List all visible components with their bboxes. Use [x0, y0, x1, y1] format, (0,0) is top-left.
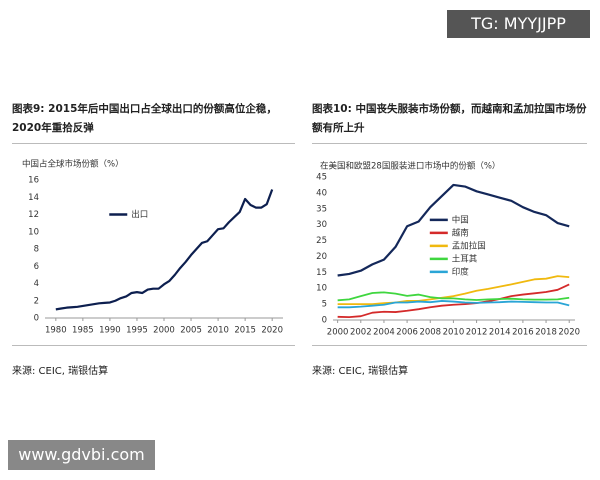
x-tick-label: 2020 — [558, 328, 580, 338]
series-line — [337, 183, 570, 277]
y-tick-label: 6 — [34, 262, 39, 272]
x-tick-label: 2014 — [489, 328, 511, 338]
x-tick-label: 2015 — [234, 326, 256, 336]
series-line — [337, 275, 570, 306]
legend-label: 孟加拉国 — [452, 240, 486, 251]
legend-label: 印度 — [452, 266, 470, 277]
chart: 在美国和欧盟28国服装进口市场中的份额（%） 0 5 10 15 20 25 30 35 40 4… — [316, 161, 580, 338]
x-tick-label: 2010 — [207, 326, 229, 336]
source-note: 来源: CEIC, 瑞银估算 — [12, 366, 109, 377]
y-tick-label: 10 — [316, 284, 327, 294]
y-tick-label: 45 — [316, 173, 327, 183]
x-tick-label: 1980 — [45, 326, 67, 336]
y-tick-label: 4 — [34, 279, 39, 289]
x-tick-label: 2000 — [153, 326, 175, 336]
legend-label: 中国 — [452, 214, 469, 225]
x-tick-label: 1995 — [126, 326, 148, 336]
x-tick-label: 2020 — [261, 326, 283, 336]
rule — [312, 143, 587, 144]
x-tick-label: 2002 — [350, 328, 372, 338]
rule — [12, 143, 295, 144]
y-tick-label: 35 — [316, 204, 327, 214]
y-tick-label: 0 — [34, 314, 39, 324]
y-tick-label: 10 — [28, 227, 39, 237]
series-line — [55, 189, 274, 311]
series-line — [337, 300, 570, 309]
figure-caption: 图表10: 中国丧失服装市场份额，而越南和孟加拉国市场份额有所上升 — [312, 103, 587, 134]
y-tick-label: 14 — [28, 193, 39, 203]
y-tick-label: 30 — [316, 220, 327, 230]
source-note: 来源: CEIC, 瑞银估算 — [312, 366, 409, 377]
x-tick-label: 2000 — [327, 328, 349, 338]
y-tick-label: 8 — [34, 245, 39, 255]
series-line — [337, 283, 570, 319]
rule — [312, 345, 587, 346]
watermark: TG: MYYJJPP — [447, 10, 590, 38]
x-tick-label: 2012 — [466, 328, 488, 338]
rule — [12, 345, 295, 346]
y-tick-label: 2 — [34, 296, 39, 306]
x-tick-label: 2006 — [396, 328, 418, 338]
x-tick-label: 2008 — [419, 328, 441, 338]
x-tick-label: 2018 — [535, 328, 557, 338]
series-line — [337, 291, 570, 302]
y-tick-label: 12 — [28, 210, 39, 220]
chart-title: 中国占全球市场份额（%） — [22, 159, 124, 170]
figure-caption: 图表9: 2015年后中国出口占全球出口的份额高位企稳，2020年重拾反弹 — [12, 103, 277, 134]
x-tick-label: 1985 — [72, 326, 94, 336]
y-tick-label: 20 — [316, 252, 327, 262]
y-tick-label: 0 — [322, 316, 327, 326]
x-tick-label: 2005 — [180, 326, 202, 336]
legend-label: 出口 — [131, 209, 148, 220]
y-tick-label: 40 — [316, 188, 327, 198]
watermark: www.gdvbi.com — [8, 440, 155, 470]
legend-label: 土耳其 — [452, 253, 478, 264]
x-tick-label: 1990 — [99, 326, 121, 336]
x-tick-label: 2010 — [443, 328, 465, 338]
chart: 中国占全球市场份额（%） 0 2 4 6 8 10 12 14 16 1980 1985 1990 19… — [22, 159, 283, 336]
y-tick-label: 15 — [316, 268, 327, 278]
y-tick-label: 16 — [28, 176, 39, 186]
chart-title: 在美国和欧盟28国服装进口市场中的份额（%） — [320, 161, 500, 172]
legend-label: 越南 — [452, 227, 469, 238]
x-tick-label: 2016 — [512, 328, 534, 338]
y-tick-label: 25 — [316, 236, 327, 246]
y-tick-label: 5 — [322, 300, 327, 310]
x-tick-label: 2004 — [373, 328, 395, 338]
